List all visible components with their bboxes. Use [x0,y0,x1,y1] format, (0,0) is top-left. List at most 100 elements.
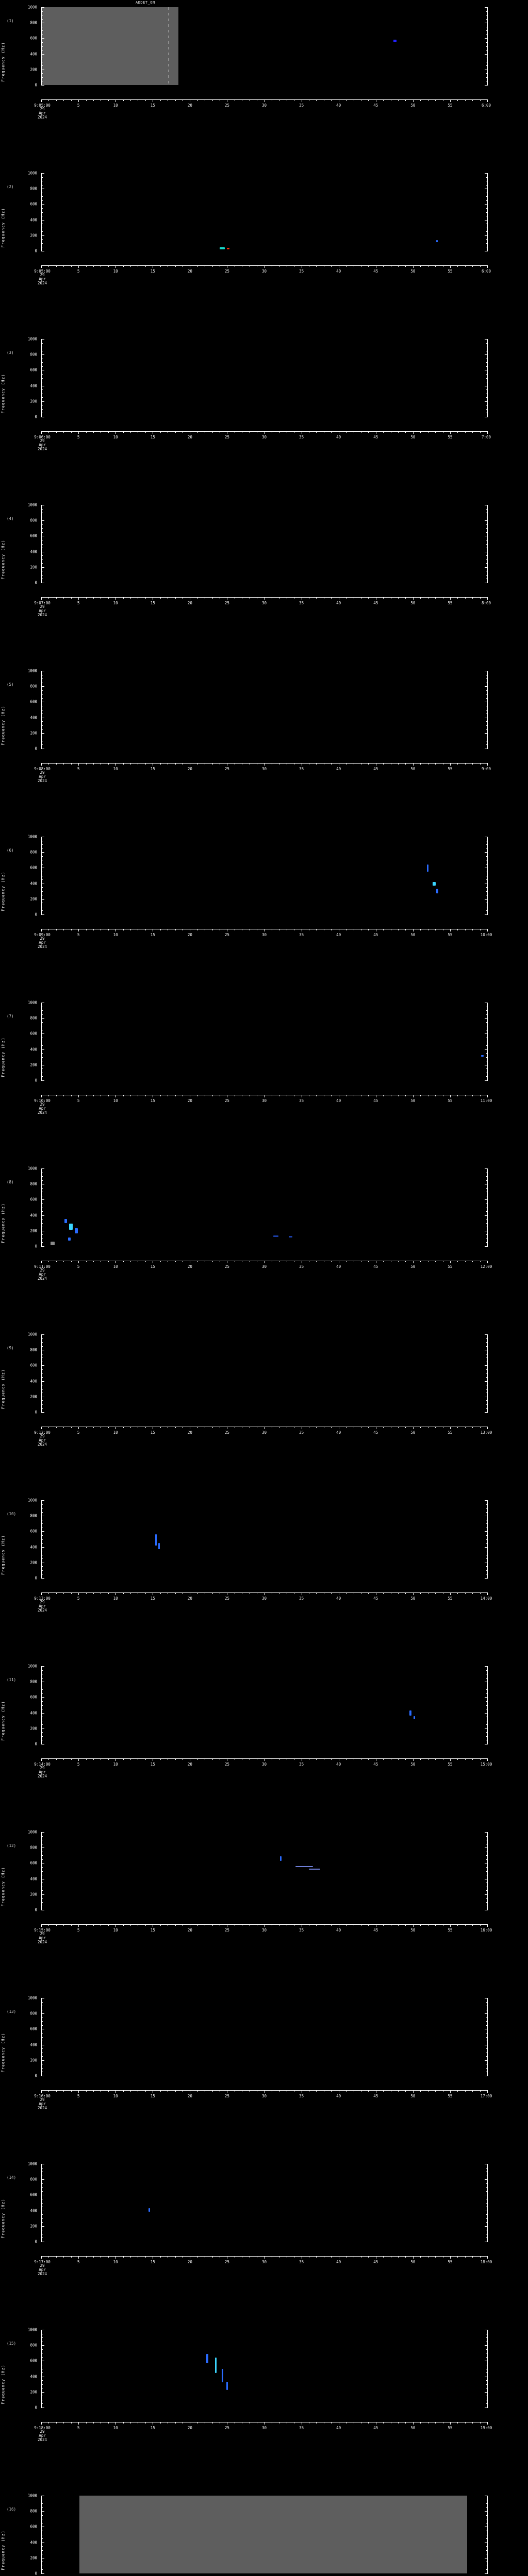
x-axis-end-label: 19:00 [480,2426,492,2430]
x-tick [465,1592,466,1594]
x-tick-label: 5 [77,1762,80,1767]
x-axis-end-label: 6:00 [481,269,491,274]
y-tick-label: 0 [35,82,37,88]
y-tick [41,1246,44,1247]
x-tick-label: 50 [410,2426,416,2430]
x-tick [41,763,42,766]
y-tick [41,366,43,367]
y-axis-left-spine [41,7,44,86]
y-tick [41,362,43,363]
y-tick-label: 600 [30,699,37,704]
x-tick [108,597,109,599]
x-tick [86,1427,87,1428]
y-tick [41,1053,43,1054]
plot-area [41,173,487,251]
x-tick [457,265,458,267]
x-tick-label: 25 [224,2426,229,2430]
x-tick [160,1758,161,1760]
x-tick-label: 55 [448,1596,453,1601]
x-axis-date-stack: 29 Apr 2024 [38,107,47,120]
x-tick-label: 45 [373,1430,378,1435]
y-tick [485,686,488,687]
y-tick-label: 0 [35,580,37,585]
y-tick-label: 200 [30,1560,37,1565]
x-tick [480,431,481,433]
y-tick [41,30,43,31]
x-tick [145,99,146,101]
x-tick-label: 50 [410,601,416,605]
x-tick-label: 25 [224,601,229,605]
y-tick [41,544,43,545]
x-tick [71,1592,72,1594]
x-tick [383,1095,384,1096]
plot-area [41,1168,487,1246]
x-tick [197,2422,198,2424]
x-tick [63,1592,64,1594]
x-tick [420,1427,421,1428]
x-tick [130,1261,131,1262]
y-tick [41,2357,43,2358]
x-tick [56,431,57,433]
x-tick [78,1758,79,1761]
detection-mark [206,2353,209,2363]
y-tick-label: 600 [30,1197,37,1202]
x-tick [93,1261,94,1262]
date-month: Apr [39,774,46,779]
x-tick [71,1095,72,1096]
y-tick [41,173,44,174]
y-tick-label: 600 [30,2524,37,2529]
plot-area [41,1666,487,1744]
x-tick [41,99,42,102]
x-tick [405,597,406,599]
x-tick [465,1427,466,1428]
y-tick-label: 1000 [27,5,37,10]
detection-mark [155,1534,157,1546]
x-tick [63,1924,64,1926]
x-tick [212,2090,213,2092]
y-tick-label: 0 [35,746,37,751]
panel-1: 0 200 400 600 800 1000 Frequency (Hz) (1) 9:05:0… [0,5,528,120]
y-tick [485,54,488,55]
y-tick [486,721,488,722]
y-tick-label: 1000 [27,1664,37,1669]
x-tick [71,1924,72,1926]
y-tick-label: 1000 [27,2493,37,2498]
x-axis-date-stack: 29 Apr 2024 [38,2264,47,2276]
x-tick-label: 5 [77,2094,80,2098]
x-tick [450,1095,451,1097]
x-tick-label: 5 [77,435,80,439]
y-tick [486,397,488,398]
x-axis-date-stack: 29 Apr 2024 [38,1766,47,1778]
x-tick [48,431,50,433]
y-tick [41,1223,43,1224]
x-tick [175,1758,176,1760]
y-tick [486,509,488,510]
y-tick [486,65,488,66]
y-tick-label: 0 [35,1244,37,1249]
x-tick-label: 20 [187,933,192,937]
x-tick [316,99,317,101]
y-tick-label: 800 [30,20,37,25]
y-tick [486,698,488,699]
date-day: 29 [40,2097,45,2102]
x-tick [472,597,473,599]
x-tick-label: 25 [224,1596,229,1601]
x-tick [420,597,421,599]
y-tick [41,2507,43,2508]
date-year: 2024 [37,1608,47,1613]
x-tick-label: 30 [261,1430,267,1435]
y-tick-label: 1000 [27,171,37,176]
y-axis-title: Frequency (Hz) [1,1866,6,1907]
y-tick [485,2060,488,2061]
x-tick [41,265,42,268]
y-tick [41,563,43,564]
x-tick [130,99,131,101]
y-tick [486,30,488,31]
y-tick [41,698,43,699]
x-tick [212,431,213,433]
y-tick [41,42,43,43]
x-axis-end-label: 12:00 [480,1264,492,1269]
x-tick [472,763,473,765]
x-tick-label: 40 [336,269,341,274]
x-tick [63,929,64,930]
